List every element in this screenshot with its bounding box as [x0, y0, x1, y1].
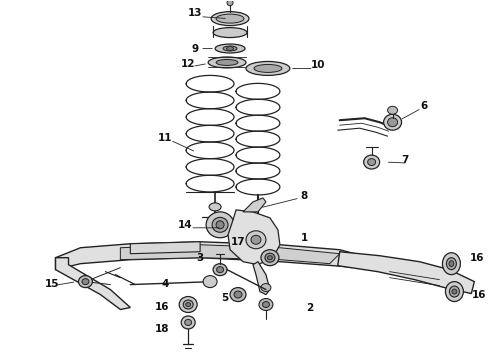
Text: 10: 10: [311, 60, 325, 71]
Text: 11: 11: [158, 133, 172, 143]
Ellipse shape: [203, 276, 217, 288]
Ellipse shape: [209, 203, 221, 211]
Ellipse shape: [449, 286, 460, 297]
Polygon shape: [130, 242, 200, 254]
Text: 17: 17: [231, 237, 245, 247]
Ellipse shape: [254, 64, 282, 72]
Ellipse shape: [186, 302, 191, 306]
Ellipse shape: [364, 155, 380, 169]
Ellipse shape: [215, 44, 245, 53]
Text: 3: 3: [196, 253, 204, 263]
Ellipse shape: [449, 261, 454, 267]
Ellipse shape: [234, 291, 242, 298]
Text: 12: 12: [181, 59, 196, 69]
Polygon shape: [55, 242, 369, 270]
Polygon shape: [121, 245, 340, 264]
Text: 13: 13: [188, 8, 202, 18]
Ellipse shape: [230, 288, 246, 302]
Ellipse shape: [259, 298, 273, 310]
Polygon shape: [228, 210, 280, 265]
Ellipse shape: [384, 114, 401, 130]
Ellipse shape: [223, 46, 237, 51]
Ellipse shape: [368, 159, 376, 166]
Ellipse shape: [206, 212, 234, 238]
Ellipse shape: [388, 106, 397, 114]
Ellipse shape: [212, 217, 228, 232]
Text: 7: 7: [401, 155, 408, 165]
Ellipse shape: [265, 253, 275, 262]
Ellipse shape: [213, 28, 247, 37]
Ellipse shape: [251, 235, 261, 244]
Ellipse shape: [185, 319, 192, 325]
Ellipse shape: [246, 231, 266, 249]
Ellipse shape: [452, 289, 457, 294]
Text: 6: 6: [421, 101, 428, 111]
Text: 9: 9: [192, 44, 199, 54]
Text: 14: 14: [178, 220, 193, 230]
Text: 2: 2: [306, 302, 314, 312]
Ellipse shape: [213, 264, 227, 276]
Text: 5: 5: [221, 293, 229, 302]
Ellipse shape: [445, 282, 464, 302]
Ellipse shape: [442, 253, 461, 275]
Text: 15: 15: [45, 279, 60, 289]
Text: 18: 18: [155, 324, 170, 334]
Ellipse shape: [217, 267, 223, 273]
Ellipse shape: [446, 258, 456, 270]
Ellipse shape: [388, 118, 397, 127]
Text: 16: 16: [155, 302, 170, 311]
Text: 16: 16: [470, 253, 485, 263]
Ellipse shape: [261, 250, 279, 266]
Polygon shape: [253, 262, 270, 294]
Ellipse shape: [226, 46, 234, 50]
Ellipse shape: [78, 276, 93, 288]
Ellipse shape: [268, 256, 272, 260]
Polygon shape: [55, 258, 130, 310]
Ellipse shape: [216, 14, 244, 23]
Text: 8: 8: [300, 191, 307, 201]
Ellipse shape: [179, 297, 197, 312]
Ellipse shape: [263, 302, 270, 307]
Ellipse shape: [211, 12, 249, 26]
Ellipse shape: [82, 279, 89, 285]
Ellipse shape: [216, 221, 224, 229]
Text: 4: 4: [162, 279, 169, 289]
Ellipse shape: [208, 57, 246, 68]
Ellipse shape: [181, 316, 195, 329]
Ellipse shape: [261, 284, 271, 292]
Text: 16: 16: [472, 289, 487, 300]
Ellipse shape: [246, 62, 290, 75]
Text: 1: 1: [301, 233, 308, 243]
Ellipse shape: [216, 59, 238, 66]
Ellipse shape: [183, 300, 193, 309]
Ellipse shape: [227, 0, 233, 6]
Polygon shape: [243, 198, 266, 212]
Polygon shape: [338, 252, 474, 293]
